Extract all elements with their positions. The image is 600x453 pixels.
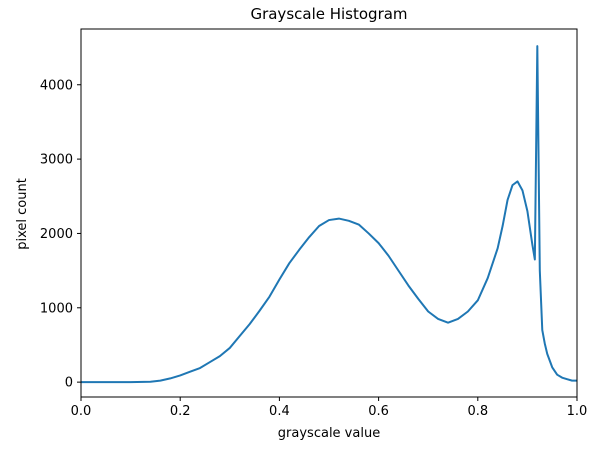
- x-tick-label: 0.8: [467, 404, 488, 419]
- y-tick-label: 1000: [40, 301, 73, 316]
- series-line: [81, 45, 577, 384]
- y-axis-ticks: 0 1000 2000 3000 4000: [40, 78, 81, 391]
- y-axis-label: pixel count: [15, 178, 30, 250]
- chart-title: Grayscale Histogram: [250, 5, 407, 23]
- x-tick-label: 0.0: [71, 404, 92, 419]
- plot-area: 0.0 0.2 0.4 0.6 0.8 1.0 0 1000 2000 3000 4000: [40, 28, 588, 419]
- x-tick-label: 1.0: [567, 404, 588, 419]
- y-tick-label: 0: [65, 376, 73, 391]
- x-tick-label: 0.4: [269, 404, 290, 419]
- y-tick-label: 4000: [40, 78, 73, 93]
- y-tick-label: 2000: [40, 227, 73, 242]
- x-axis-ticks: 0.0 0.2 0.4 0.6 0.8 1.0: [71, 397, 588, 419]
- y-tick-label: 3000: [40, 153, 73, 168]
- axes-frame: [80, 28, 578, 398]
- x-tick-label: 0.6: [368, 404, 389, 419]
- x-tick-label: 0.2: [170, 404, 191, 419]
- x-axis-label: grayscale value: [278, 426, 380, 441]
